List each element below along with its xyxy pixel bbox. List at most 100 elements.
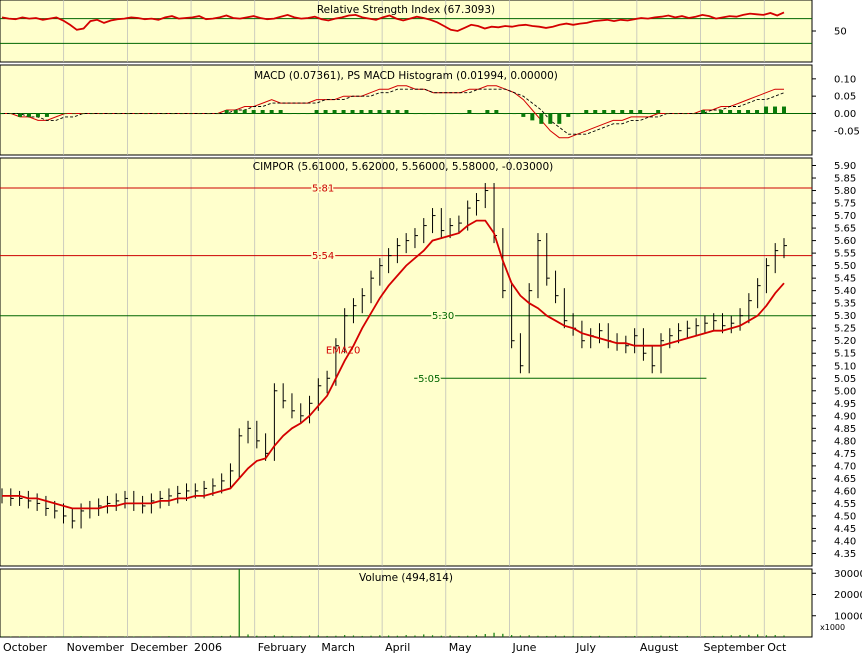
volume-bar <box>300 636 302 637</box>
volume-bar <box>414 635 416 637</box>
price-y-tick-label: 4.95 <box>834 399 856 410</box>
volume-bar <box>519 635 522 637</box>
volume-bar <box>221 635 223 637</box>
macd-histogram-bar <box>494 110 499 114</box>
price-y-tick-label: 4.45 <box>834 524 856 535</box>
volume-bar <box>98 636 100 638</box>
price-y-tick-label: 5.75 <box>834 199 856 210</box>
macd-histogram-bar <box>98 113 103 115</box>
volume-bar <box>669 635 671 637</box>
price-level-label: 5.81 <box>312 184 334 195</box>
rsi-panel <box>0 0 813 63</box>
macd-histogram-bar <box>206 113 211 115</box>
volume-bar <box>431 635 434 637</box>
macd-y-tick-label: 0.05 <box>834 92 856 103</box>
macd-histogram-bar <box>152 113 157 115</box>
price-y-tick-label: 5.00 <box>834 386 856 397</box>
macd-histogram-bar <box>233 110 238 114</box>
volume-bar <box>634 635 636 637</box>
macd-histogram-bar <box>17 113 22 117</box>
macd-histogram-bar <box>287 113 292 115</box>
macd-histogram-bar <box>620 110 625 114</box>
macd-histogram-bar <box>323 110 328 114</box>
price-y-tick-label: 5.50 <box>834 261 856 272</box>
macd-histogram-bar <box>575 113 580 115</box>
volume-bar <box>168 636 170 637</box>
macd-histogram-bar <box>503 113 508 115</box>
macd-histogram-bar <box>593 110 598 114</box>
macd-histogram-bar <box>602 110 607 114</box>
volume-bar <box>388 635 390 637</box>
volume-bar <box>273 635 275 637</box>
volume-panel <box>0 568 813 638</box>
macd-histogram-bar <box>719 110 724 114</box>
volume-bar <box>194 636 196 637</box>
volume-bar <box>563 635 565 637</box>
price-y-tick-label: 5.55 <box>834 249 856 260</box>
volume-bar <box>256 635 258 637</box>
volume-bar <box>493 632 495 637</box>
x-tick-label: August <box>640 641 679 654</box>
macd-histogram-bar <box>62 113 67 115</box>
macd-histogram-bar <box>242 110 247 114</box>
volume-bar <box>282 635 284 637</box>
x-tick-label: May <box>449 641 472 654</box>
macd-histogram-bar <box>53 113 58 115</box>
volume-bar <box>238 569 240 637</box>
macd-histogram-bar <box>197 113 202 115</box>
price-title: CIMPOR (5.61000, 5.62000, 5.56000, 5.580… <box>253 161 554 173</box>
volume-bar <box>308 635 311 637</box>
price-y-tick-label: 5.80 <box>834 186 856 197</box>
price-level-label: 5.54 <box>312 251 334 262</box>
price-y-tick-label: 5.35 <box>834 299 856 310</box>
volume-bar <box>757 634 759 637</box>
volume-bar <box>475 635 478 637</box>
price-y-tick-label: 4.55 <box>834 499 856 510</box>
macd-histogram-bar <box>89 113 94 115</box>
macd-histogram-bar <box>485 110 490 114</box>
macd-histogram-bar <box>8 113 13 115</box>
price-y-tick-label: 4.90 <box>834 411 856 422</box>
macd-histogram-bar <box>0 113 4 115</box>
price-level-label: 5.05 <box>418 374 440 385</box>
rsi-y-tick-label: 50 <box>834 27 847 38</box>
volume-bar <box>36 636 38 637</box>
rsi-title: Relative Strength Index (67.3093) <box>317 4 495 16</box>
price-y-tick-label: 5.40 <box>834 286 856 297</box>
macd-histogram-bar <box>413 113 418 115</box>
volume-bar <box>598 635 601 637</box>
price-y-tick-label: 4.35 <box>834 549 856 560</box>
macd-histogram-bar <box>170 113 175 115</box>
rsi-line <box>1 11 785 32</box>
ema20-label: EMA20 <box>326 345 361 356</box>
macd-histogram-bar <box>728 110 733 114</box>
macd-histogram-bar <box>332 110 337 114</box>
volume-bar <box>528 635 530 637</box>
price-y-tick-label: 5.25 <box>834 324 856 335</box>
macd-histogram-bar <box>710 113 715 115</box>
volume-bar <box>590 635 592 637</box>
macd-histogram-bar <box>350 110 355 114</box>
price-panel <box>0 157 813 567</box>
macd-histogram-bar <box>782 106 786 114</box>
volume-bar <box>616 636 618 637</box>
volume-bar <box>748 634 750 637</box>
price-y-tick-label: 5.20 <box>834 336 856 347</box>
macd-histogram-bar <box>458 113 463 115</box>
volume-bar <box>10 636 12 638</box>
volume-bar <box>62 636 65 637</box>
macd-histogram-bar <box>215 113 220 115</box>
volume-bar <box>581 636 583 637</box>
macd-histogram-bar <box>665 113 670 115</box>
price-y-tick-label: 4.60 <box>834 486 856 497</box>
volume-bar <box>18 636 21 637</box>
macd-histogram-bar <box>530 113 535 121</box>
macd-histogram-bar <box>26 113 31 117</box>
volume-bar <box>783 635 785 637</box>
macd-histogram-bar <box>71 113 76 115</box>
volume-bar <box>106 636 109 637</box>
volume-bar <box>572 635 574 637</box>
macd-histogram-bar <box>629 110 634 114</box>
volume-bar <box>739 635 741 637</box>
